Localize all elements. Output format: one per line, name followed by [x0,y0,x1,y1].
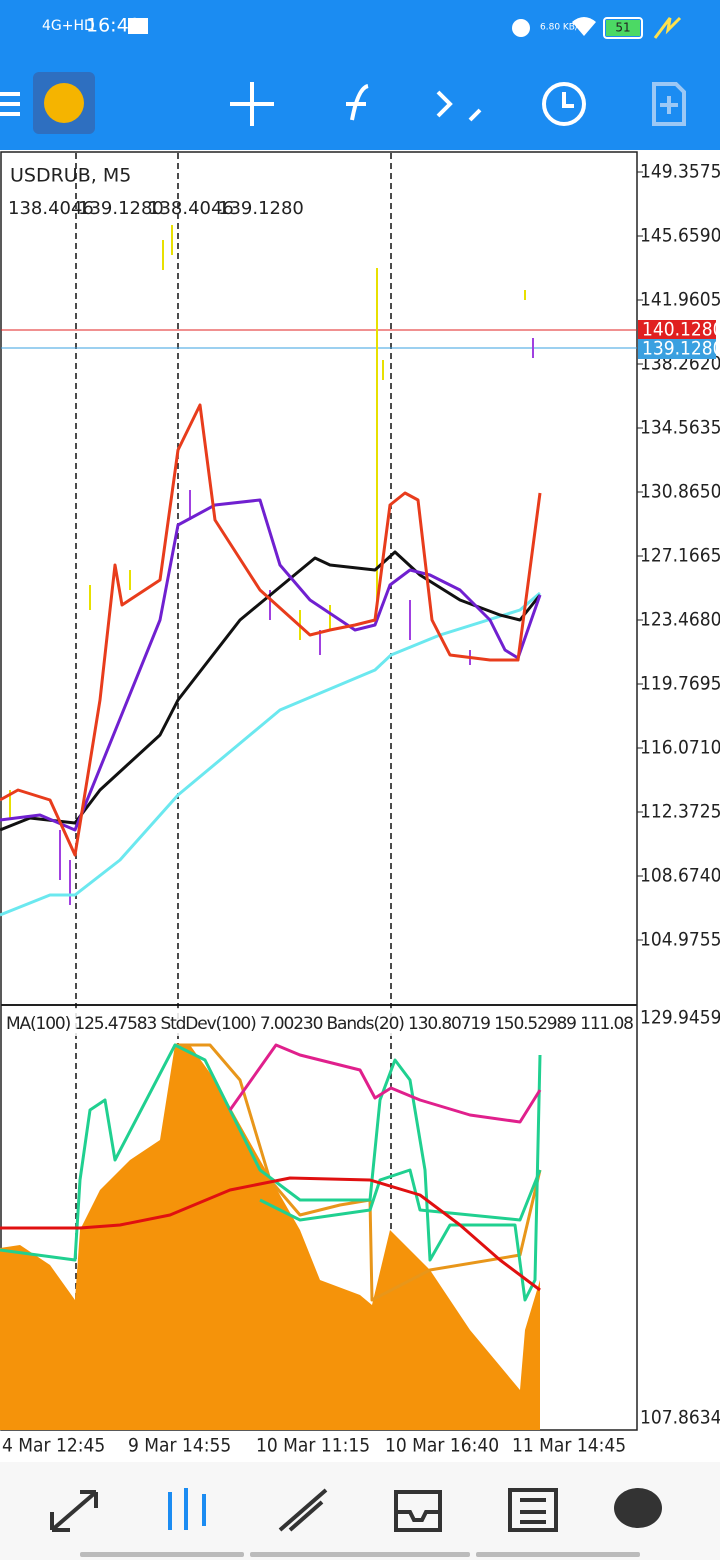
new-order-button[interactable] [652,82,686,126]
bands-magenta [228,1043,542,1124]
trade-tab[interactable] [278,1488,328,1532]
ma-mid [0,550,542,832]
time-label: 11 Mar 14:45 [512,1435,626,1457]
battery-fill [606,20,640,36]
ohlc-value: 138.4046 [148,198,234,219]
bottom-nav [0,1462,720,1560]
ask-price: 140.1280 [642,319,720,341]
indicators-button[interactable] [346,84,369,121]
time-label: 4 Mar 12:45 [2,1435,105,1457]
chat-tab[interactable] [614,1488,662,1528]
video-icon [128,18,148,34]
symbol: USDRUB, M5 [10,165,131,187]
indicator-header: MA(100) 125.47583 StdDev(100) 7.00230 Ba… [6,1014,634,1034]
scroll-indicator [476,1552,640,1557]
bands-lower [259,1168,542,1222]
bid-tag [638,339,716,359]
price-label: 145.6590 [640,225,720,247]
price-label: 130.8650 [640,481,720,503]
time-label: 9 Mar 14:55 [128,1435,231,1457]
price-label: 119.7695 [640,673,720,695]
indicator-axis-top: 129.94598 [640,1007,720,1029]
speed: 6.80 KB/s [540,23,583,33]
scroll-indicator [80,1552,244,1557]
clock-hands [562,92,574,108]
indicator-header-bg [2,1008,636,1036]
price-label: 112.3725 [640,801,720,823]
quotes-tab[interactable] [50,1490,98,1532]
ohlc-value: 138.4046 [8,198,94,219]
bid-price: 139.1280 [642,338,720,360]
network: 4G+HD [42,18,95,34]
battery [603,17,643,39]
news-tab[interactable] [508,1488,558,1532]
scroll-indicator [250,1552,470,1557]
price-label: 116.0710 [640,737,720,759]
wifi-icon [572,17,596,36]
orange-line [175,1043,542,1302]
history-tab[interactable] [394,1490,442,1532]
crosshair-button[interactable] [230,82,274,126]
ohlc-value: 139.1280 [78,198,164,219]
price-label: 141.9605 [640,289,720,311]
price-label: 123.4680 [640,609,720,631]
bands-upper [0,1043,542,1302]
app-bar [0,0,720,150]
ask-tag [638,320,716,340]
ma-fast [0,403,542,857]
candles [9,225,526,820]
price-label: 149.3575 [640,161,720,183]
indicator-axis-bottom: 107.86347 [640,1407,720,1429]
clock: 16:40 [86,15,141,37]
price-label: 134.5635 [640,417,720,439]
menu-icon[interactable] [0,92,20,116]
price-label: 127.1665 [640,545,720,567]
price-label: 104.9755 [640,929,720,951]
stddev-histogram [0,1045,540,1430]
ma-purple [0,498,542,832]
logo-mark [44,83,84,123]
trade-button[interactable] [436,90,482,122]
ma-100 [0,1176,541,1292]
battery-level: 51 [615,21,630,35]
ohlc-value: 139.1280 [218,198,304,219]
ma-slow [0,591,541,917]
charging-icon [653,16,682,39]
time-label: 10 Mar 16:40 [385,1435,499,1457]
timeframe-button[interactable] [542,82,586,126]
chart-tab[interactable] [168,1488,206,1530]
time-label: 10 Mar 11:15 [256,1435,370,1457]
alarm-icon [512,19,530,37]
price-label: 108.6740 [640,865,720,887]
